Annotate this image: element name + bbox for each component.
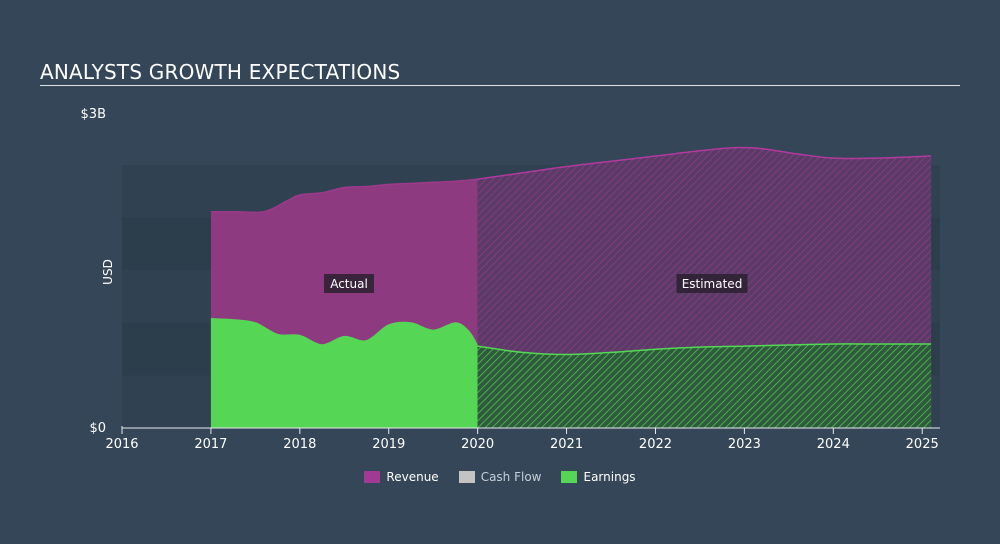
legend-swatch <box>561 471 578 483</box>
revenue-estimated-line <box>477 146 932 180</box>
estimated-label: Estimated <box>676 274 748 293</box>
x-tick-label: 2016 <box>105 437 138 452</box>
actual-label: Actual <box>324 274 374 293</box>
axes <box>121 426 940 434</box>
revenue-actual-line <box>210 178 478 214</box>
legend-swatch <box>364 471 381 483</box>
legend-label: Revenue <box>386 470 439 484</box>
actual-label-text: Actual <box>330 277 368 291</box>
x-tick-label: 2024 <box>817 437 850 452</box>
actual-label-bg <box>324 274 374 293</box>
earnings-estimated-area <box>477 343 932 428</box>
legend-item-revenue[interactable]: Revenue <box>364 470 439 484</box>
x-tick-label: 2018 <box>283 437 316 452</box>
x-tick-label: 2022 <box>639 437 672 452</box>
earnings-estimated-line <box>477 343 932 356</box>
x-tick-label: 2021 <box>550 437 583 452</box>
earnings-actual-area <box>210 318 478 428</box>
legend-item-earnings[interactable]: Earnings <box>561 470 636 484</box>
x-tick-label: 2023 <box>728 437 761 452</box>
axis-labels: 2016 2017 2018 2019 2020 2021 2022 2023 2024 2025… <box>81 107 939 452</box>
x-tick-label: 2020 <box>461 437 494 452</box>
x-tick-label: 2019 <box>372 437 405 452</box>
legend-swatch <box>458 471 475 483</box>
chart-title: ANALYSTS GROWTH EXPECTATIONS <box>40 60 401 84</box>
y-tick-label: $3B <box>81 107 106 122</box>
legend: Revenue Cash Flow Earnings <box>0 470 1000 484</box>
estimated-label-bg <box>676 274 748 293</box>
y-axis-label: USD <box>101 259 115 285</box>
legend-label: Cash Flow <box>480 470 542 484</box>
estimated-label-text: Estimated <box>682 277 743 291</box>
legend-item-cash-flow[interactable]: Cash Flow <box>458 470 542 484</box>
legend-label: Earnings <box>583 470 636 484</box>
y-tick-label: $0 <box>89 421 106 436</box>
title-divider <box>40 85 960 86</box>
x-tick-label: 2017 <box>194 437 227 452</box>
x-tick-label: 2025 <box>906 437 939 452</box>
earnings-actual-line <box>210 318 479 347</box>
